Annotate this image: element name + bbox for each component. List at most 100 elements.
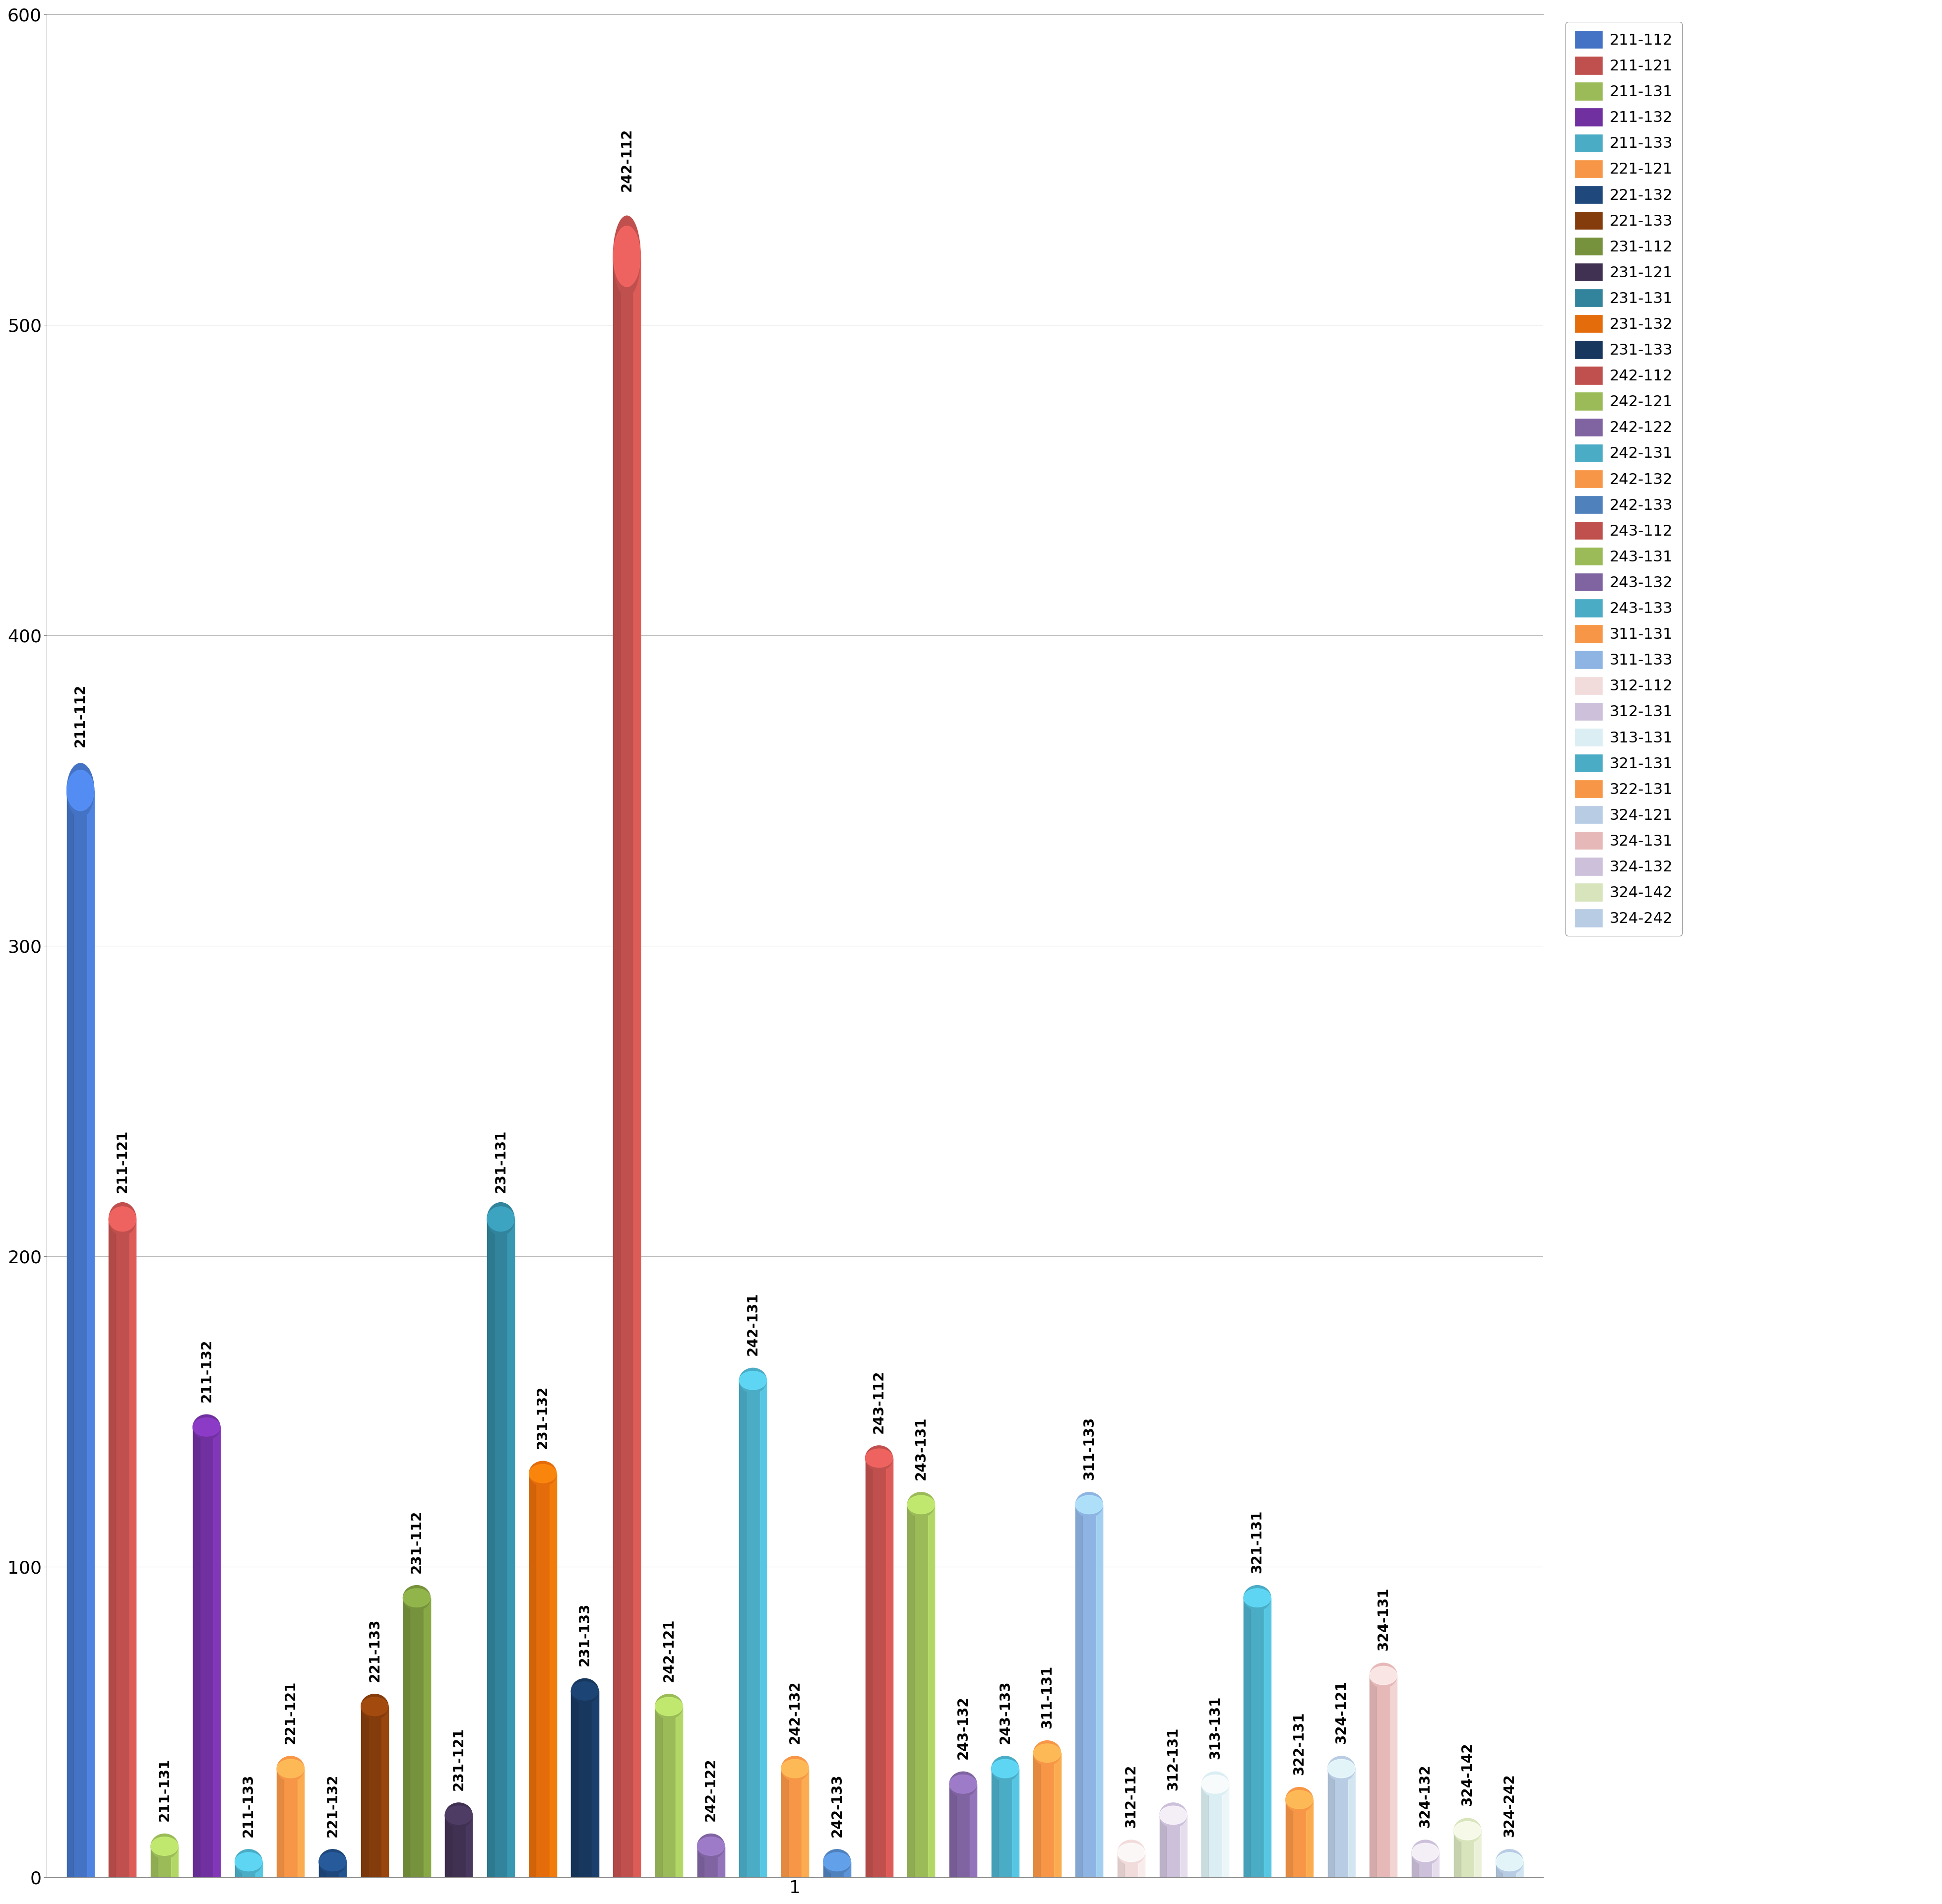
- Bar: [740, 1380, 746, 1877]
- Text: 211-132: 211-132: [200, 1339, 214, 1401]
- Ellipse shape: [1076, 1495, 1103, 1514]
- Ellipse shape: [1117, 1843, 1146, 1862]
- Bar: [1412, 1853, 1418, 1877]
- Ellipse shape: [235, 1853, 262, 1872]
- Ellipse shape: [1076, 1493, 1103, 1517]
- Bar: [528, 1474, 557, 1877]
- Bar: [1286, 1799, 1313, 1877]
- Ellipse shape: [740, 1369, 767, 1394]
- Text: 322-131: 322-131: [1291, 1712, 1307, 1775]
- Ellipse shape: [697, 1837, 724, 1856]
- Bar: [235, 1862, 262, 1877]
- Bar: [87, 790, 93, 1877]
- Ellipse shape: [361, 1695, 388, 1719]
- Ellipse shape: [528, 1460, 557, 1485]
- Bar: [592, 1691, 598, 1877]
- Bar: [886, 1458, 893, 1877]
- Bar: [950, 1784, 955, 1877]
- Text: 242-132: 242-132: [788, 1681, 802, 1744]
- Ellipse shape: [278, 1759, 305, 1778]
- Ellipse shape: [866, 1445, 893, 1470]
- Bar: [1012, 1769, 1020, 1877]
- Text: 324-242: 324-242: [1503, 1773, 1517, 1837]
- Ellipse shape: [1159, 1805, 1187, 1824]
- Ellipse shape: [1202, 1775, 1229, 1794]
- Bar: [318, 1862, 326, 1877]
- Bar: [1159, 1815, 1187, 1877]
- Text: 243-132: 243-132: [955, 1696, 971, 1759]
- Bar: [1328, 1769, 1356, 1877]
- Ellipse shape: [66, 764, 93, 817]
- Bar: [1369, 1676, 1396, 1877]
- Ellipse shape: [318, 1853, 346, 1872]
- Bar: [192, 1426, 219, 1877]
- Bar: [907, 1504, 915, 1877]
- Bar: [256, 1862, 262, 1877]
- Bar: [1095, 1504, 1103, 1877]
- Bar: [1243, 1597, 1270, 1877]
- Bar: [1222, 1784, 1229, 1877]
- Bar: [571, 1691, 579, 1877]
- Bar: [297, 1769, 305, 1877]
- Bar: [1369, 1676, 1377, 1877]
- Bar: [1455, 1832, 1482, 1877]
- Ellipse shape: [654, 1696, 682, 1716]
- Ellipse shape: [235, 1849, 262, 1874]
- Bar: [192, 1426, 200, 1877]
- Ellipse shape: [1412, 1843, 1439, 1862]
- Text: 211-131: 211-131: [157, 1757, 171, 1822]
- Text: 231-112: 231-112: [410, 1510, 423, 1573]
- Ellipse shape: [318, 1849, 346, 1874]
- Bar: [445, 1815, 452, 1877]
- Ellipse shape: [151, 1834, 179, 1858]
- Bar: [697, 1847, 705, 1877]
- Ellipse shape: [1117, 1839, 1146, 1864]
- Text: 231-121: 231-121: [452, 1727, 466, 1790]
- Bar: [1181, 1815, 1187, 1877]
- Bar: [1076, 1504, 1103, 1877]
- Bar: [1390, 1676, 1396, 1877]
- Bar: [381, 1706, 388, 1877]
- Ellipse shape: [781, 1755, 808, 1780]
- Text: 221-133: 221-133: [367, 1618, 383, 1681]
- Bar: [802, 1769, 808, 1877]
- Bar: [1033, 1754, 1060, 1877]
- Bar: [109, 1219, 117, 1877]
- Bar: [928, 1504, 934, 1877]
- Bar: [66, 790, 93, 1877]
- Text: 231-133: 231-133: [579, 1603, 592, 1666]
- Text: 243-133: 243-133: [998, 1681, 1012, 1744]
- Text: 221-121: 221-121: [284, 1681, 297, 1744]
- Bar: [1117, 1853, 1146, 1877]
- Ellipse shape: [1369, 1662, 1396, 1687]
- Bar: [235, 1862, 241, 1877]
- Ellipse shape: [1495, 1849, 1523, 1874]
- Bar: [614, 257, 641, 1877]
- Bar: [1286, 1799, 1293, 1877]
- Bar: [318, 1862, 346, 1877]
- Bar: [340, 1862, 346, 1877]
- Bar: [404, 1597, 431, 1877]
- Text: 313-131: 313-131: [1208, 1696, 1222, 1759]
- Bar: [1264, 1597, 1270, 1877]
- Bar: [992, 1769, 1020, 1877]
- Text: 242-131: 242-131: [746, 1293, 759, 1356]
- Ellipse shape: [361, 1696, 388, 1716]
- Legend: 211-112, 211-121, 211-131, 211-132, 211-133, 221-121, 221-132, 221-133, 231-112,: 211-112, 211-121, 211-131, 211-132, 211-…: [1565, 21, 1682, 937]
- Bar: [151, 1847, 179, 1877]
- Bar: [1474, 1832, 1482, 1877]
- Bar: [66, 790, 74, 1877]
- Bar: [1202, 1784, 1208, 1877]
- Bar: [823, 1862, 829, 1877]
- Ellipse shape: [151, 1837, 179, 1856]
- Ellipse shape: [1455, 1822, 1482, 1839]
- Ellipse shape: [1243, 1586, 1270, 1611]
- Ellipse shape: [992, 1759, 1020, 1778]
- Bar: [845, 1862, 851, 1877]
- Ellipse shape: [528, 1464, 557, 1483]
- Bar: [404, 1597, 410, 1877]
- Bar: [171, 1847, 179, 1877]
- Bar: [487, 1219, 515, 1877]
- Bar: [1455, 1832, 1460, 1877]
- Ellipse shape: [404, 1588, 431, 1607]
